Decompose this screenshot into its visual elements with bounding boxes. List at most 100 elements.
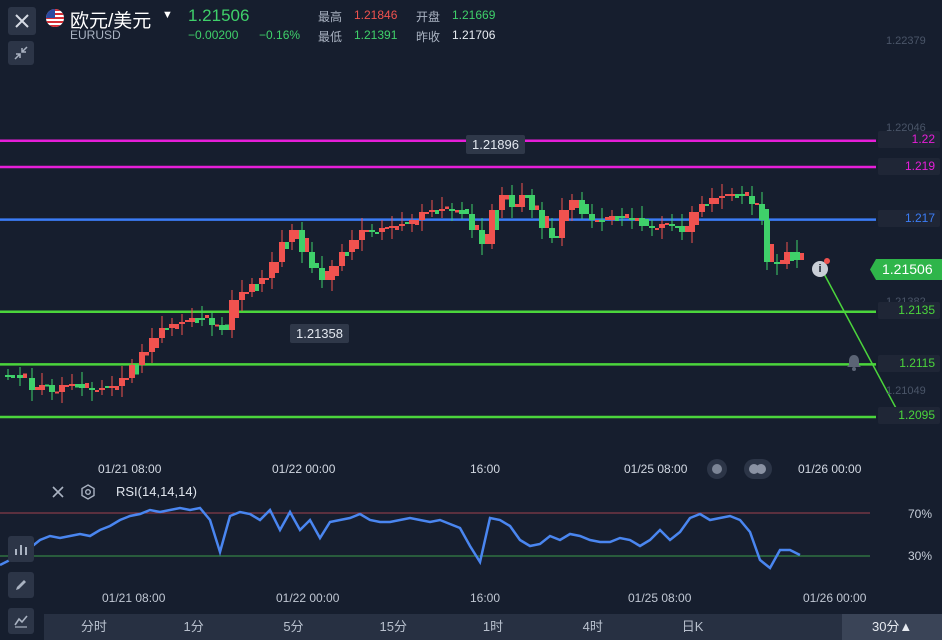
bell-icon[interactable] xyxy=(844,352,864,377)
timeframe-5m[interactable]: 5分 xyxy=(283,619,304,634)
candle xyxy=(165,328,169,330)
candle xyxy=(729,194,735,196)
compare-button[interactable] xyxy=(744,459,772,479)
candle xyxy=(465,209,469,214)
candle xyxy=(535,205,539,210)
candle xyxy=(159,328,165,338)
close-button[interactable] xyxy=(8,7,36,35)
candle xyxy=(109,386,115,388)
draw-tools-button[interactable] xyxy=(8,536,34,562)
candle xyxy=(295,230,299,239)
candles xyxy=(5,183,804,403)
timeframe-1h[interactable]: 1时 xyxy=(482,619,504,634)
open-value: 1.21669 xyxy=(452,8,496,22)
candle xyxy=(609,216,615,220)
candle xyxy=(459,210,465,214)
candle xyxy=(679,226,685,232)
candle xyxy=(699,204,705,212)
collapse-button[interactable] xyxy=(8,41,34,65)
prev-close-label: 昨收 xyxy=(416,30,441,44)
line-label-1-219[interactable]: 1.219 xyxy=(878,158,940,175)
timeframe-4h[interactable]: 4时 xyxy=(582,619,603,634)
candle xyxy=(355,240,359,249)
alert-dot xyxy=(824,258,830,264)
candle xyxy=(559,210,565,238)
candle xyxy=(495,210,499,230)
low-value: 1.21391 xyxy=(354,28,398,42)
candle xyxy=(369,230,375,232)
candle xyxy=(415,220,419,225)
line-label-1-217[interactable]: 1.217 xyxy=(878,210,940,227)
candle xyxy=(669,224,675,226)
rsi-x-axis-label: 01/22 00:00 xyxy=(276,591,340,605)
candle xyxy=(299,230,305,252)
candle xyxy=(235,300,239,318)
candle xyxy=(725,194,729,196)
candle xyxy=(639,218,645,226)
candle xyxy=(565,210,569,221)
timeframe-1m[interactable]: 1分 xyxy=(183,619,204,634)
line-chart-icon xyxy=(14,615,28,628)
candle xyxy=(774,262,780,264)
x-axis-label: 01/21 08:00 xyxy=(98,462,162,476)
line-label-1-22[interactable]: 1.22 xyxy=(878,131,940,148)
candle xyxy=(555,236,559,238)
candle xyxy=(309,252,315,268)
candle xyxy=(739,194,745,196)
candle xyxy=(349,240,355,252)
candle xyxy=(375,232,379,234)
timeframe-15m[interactable]: 15分 xyxy=(379,619,407,634)
collapse-icon xyxy=(14,46,28,60)
line-label-1-2095[interactable]: 1.2095 xyxy=(878,407,940,424)
current-price-tag: 1.21506 xyxy=(870,259,942,280)
candle xyxy=(479,230,485,244)
candle xyxy=(229,300,235,330)
symbol-name[interactable]: 欧元/美元 xyxy=(70,11,152,32)
candle xyxy=(659,224,665,228)
price-axis-tick: 1.21049 xyxy=(886,385,926,397)
candle xyxy=(629,218,635,220)
pen-tool-button[interactable] xyxy=(8,572,34,598)
candle xyxy=(579,200,585,214)
chevron-down-icon[interactable]: ▼ xyxy=(162,9,173,21)
candle xyxy=(419,212,425,220)
close-indicator-button[interactable] xyxy=(50,484,66,505)
candle xyxy=(175,324,179,329)
candle xyxy=(45,384,49,387)
candle xyxy=(770,244,774,262)
candle xyxy=(525,195,529,198)
rsi-x-axis-label: 16:00 xyxy=(470,591,501,605)
candle xyxy=(784,252,790,264)
timeframe-tick[interactable]: 分时 xyxy=(80,619,107,634)
candle xyxy=(764,220,770,262)
line-label-1-2135[interactable]: 1.2135 xyxy=(878,302,940,319)
candle xyxy=(35,387,39,390)
candle xyxy=(399,224,405,226)
dot-icon xyxy=(712,464,722,474)
candle xyxy=(139,352,145,365)
last-price: 1.21506 xyxy=(188,6,250,25)
candle xyxy=(129,365,135,378)
candle xyxy=(55,391,59,394)
candle xyxy=(695,212,699,225)
info-icon[interactable]: i xyxy=(812,261,828,277)
timeframe-30m-selector[interactable]: 30分▲ xyxy=(842,614,942,640)
line-label-1-2115[interactable]: 1.2115 xyxy=(878,355,940,372)
candle xyxy=(189,318,195,322)
candle xyxy=(125,378,129,380)
price-chart[interactable] xyxy=(0,0,942,470)
candle xyxy=(23,373,27,378)
candle xyxy=(529,195,535,210)
rsi-x-axis-label: 01/21 08:00 xyxy=(102,591,166,605)
x-axis-label: 01/26 00:00 xyxy=(798,462,862,476)
indicator-button[interactable] xyxy=(8,608,34,634)
candle xyxy=(219,325,225,330)
timeframe-daily[interactable]: 日K xyxy=(681,619,704,634)
candle xyxy=(289,230,295,242)
scroll-to-latest-button[interactable] xyxy=(707,459,727,479)
candle xyxy=(499,195,505,210)
rsi-chart[interactable] xyxy=(0,500,942,580)
candle xyxy=(549,228,555,238)
indicator-settings-button[interactable] xyxy=(80,484,96,505)
candle xyxy=(145,352,149,356)
